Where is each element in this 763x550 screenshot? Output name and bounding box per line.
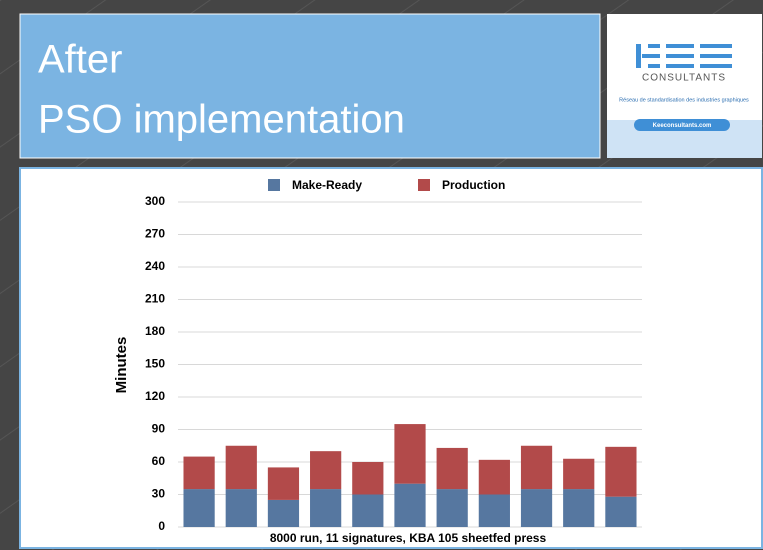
- y-tick-label: 180: [145, 324, 165, 338]
- bar-segment: [394, 483, 426, 527]
- bar-segment: [225, 445, 257, 490]
- y-tick-label: 0: [158, 519, 165, 533]
- bar-segment: [310, 489, 342, 527]
- bar-segment: [183, 456, 215, 490]
- bar-segment: [394, 424, 426, 484]
- bar-segment: [520, 445, 553, 490]
- y-tick-label: 240: [145, 259, 165, 273]
- legend-swatch: [418, 179, 430, 191]
- chart: Minutes 8000 run, 11 signatures, KBA 105…: [113, 178, 642, 545]
- logo-tagline: Réseau de standardisation des industries…: [619, 97, 749, 103]
- logo-url-pill[interactable]: [634, 119, 730, 131]
- logo-name: CONSULTANTS: [642, 73, 726, 84]
- bar-segment: [563, 458, 595, 490]
- bar-segment: [436, 489, 468, 527]
- logo-url[interactable]: Keeconsultants.com: [653, 123, 712, 129]
- legend-label: Production: [442, 178, 505, 192]
- bar-segment: [478, 494, 510, 527]
- y-axis-label: Minutes: [113, 337, 130, 394]
- bar-segment: [310, 451, 342, 490]
- y-tick-label: 210: [145, 292, 165, 306]
- legend-label: Make-Ready: [292, 178, 362, 192]
- y-tick-label: 120: [145, 389, 165, 403]
- bar-segment: [352, 462, 384, 495]
- x-axis-label: 8000 run, 11 signatures, KBA 105 sheetfe…: [270, 531, 547, 545]
- logo-mark: [636, 44, 732, 68]
- bar-segment: [267, 499, 300, 527]
- y-tick-label: 300: [145, 194, 165, 208]
- y-tick-label: 150: [145, 357, 165, 371]
- logo: CONSULTANTS Réseau de standardisation de…: [607, 14, 762, 158]
- y-tick-label: 60: [152, 454, 166, 468]
- bar-segment: [436, 447, 468, 490]
- bar-segment: [605, 446, 637, 497]
- bar-segment: [267, 467, 300, 500]
- title-line: PSO implementation: [38, 98, 405, 142]
- title-box: [19, 13, 601, 159]
- y-tick-label: 30: [152, 487, 166, 501]
- bar-segment: [225, 489, 257, 527]
- y-tick-label: 270: [145, 227, 165, 241]
- y-tick-label: 90: [152, 422, 166, 436]
- bar-segment: [605, 496, 637, 527]
- chart-box: [19, 167, 763, 549]
- bar-segment: [183, 489, 215, 527]
- bar-segment: [478, 459, 510, 495]
- bar-segment: [352, 494, 384, 527]
- bar-segment: [520, 489, 553, 527]
- title-line: After: [38, 38, 122, 82]
- bar-segment: [563, 489, 595, 527]
- legend-swatch: [268, 179, 280, 191]
